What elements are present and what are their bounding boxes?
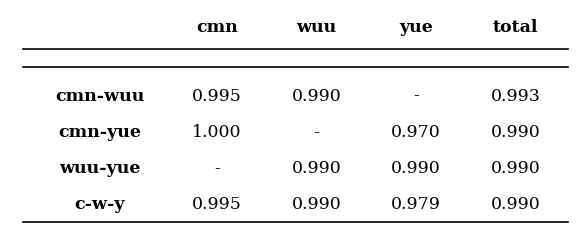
Text: 0.979: 0.979 [391, 195, 441, 212]
Text: cmn: cmn [196, 18, 238, 36]
Text: c-w-y: c-w-y [74, 195, 125, 212]
Text: 0.993: 0.993 [490, 87, 541, 104]
Text: 0.990: 0.990 [292, 195, 341, 212]
Text: 0.995: 0.995 [192, 87, 242, 104]
Text: 0.990: 0.990 [491, 195, 540, 212]
Text: wuu: wuu [297, 18, 336, 36]
Text: -: - [214, 159, 220, 176]
Text: 0.990: 0.990 [292, 159, 341, 176]
Text: 0.970: 0.970 [391, 123, 441, 140]
Text: wuu-yue: wuu-yue [59, 159, 141, 176]
Text: 0.990: 0.990 [491, 159, 540, 176]
Text: 0.990: 0.990 [391, 159, 441, 176]
Text: -: - [314, 123, 319, 140]
Text: yue: yue [399, 18, 433, 36]
Text: 0.990: 0.990 [292, 87, 341, 104]
Text: 0.995: 0.995 [192, 195, 242, 212]
Text: cmn-wuu: cmn-wuu [55, 87, 144, 104]
Text: -: - [413, 87, 419, 104]
Text: 0.990: 0.990 [491, 123, 540, 140]
Text: cmn-yue: cmn-yue [58, 123, 141, 140]
Text: total: total [493, 18, 539, 36]
Text: 1.000: 1.000 [192, 123, 241, 140]
